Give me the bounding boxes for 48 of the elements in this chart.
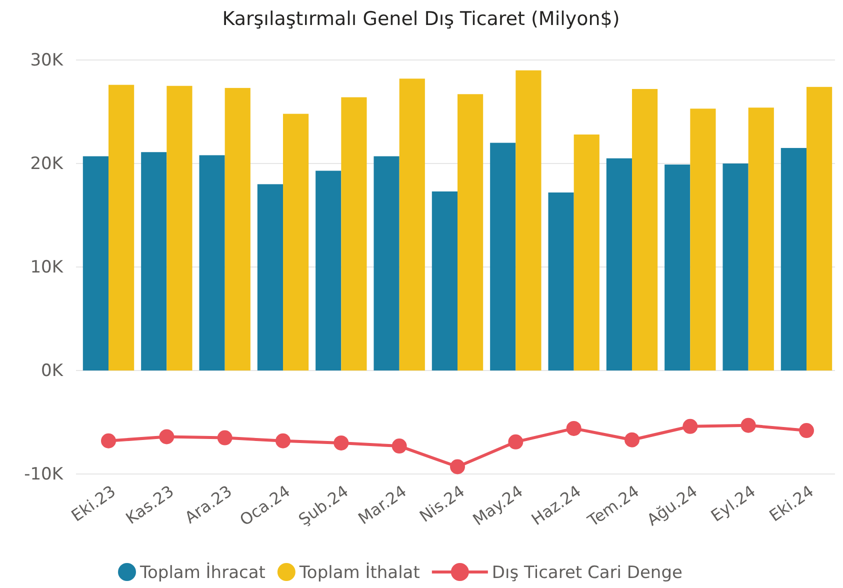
bar (399, 78, 425, 370)
bar (516, 70, 542, 370)
bar (548, 192, 574, 370)
y-tick-label: -10K (24, 464, 64, 484)
bar (224, 88, 250, 370)
point (740, 418, 756, 433)
point (799, 423, 814, 438)
point (392, 438, 407, 454)
point (450, 459, 465, 474)
bar (606, 158, 632, 370)
point (159, 429, 174, 444)
bar (574, 134, 600, 370)
bar (690, 108, 716, 370)
point (624, 432, 640, 448)
bar (141, 152, 167, 370)
point (334, 435, 349, 450)
bar (458, 94, 484, 370)
point (217, 430, 232, 446)
bar (257, 184, 283, 370)
bar (432, 191, 458, 370)
bar (664, 164, 690, 370)
legend-label: Toplam İthalat (298, 562, 420, 583)
y-tick-label: 10K (30, 257, 64, 278)
bar (806, 86, 832, 370)
bar (199, 155, 225, 370)
y-tick-label: 0K (41, 360, 64, 381)
legend-label: Dış Ticaret Cari Denge (492, 563, 682, 583)
point (101, 433, 116, 448)
point (682, 418, 698, 434)
point (566, 420, 582, 436)
bar (780, 148, 806, 370)
point (276, 433, 290, 448)
point (508, 434, 524, 450)
bar (374, 156, 400, 370)
bar (283, 114, 309, 370)
bar (490, 142, 516, 370)
bar (316, 170, 342, 370)
y-tick-label: 30K (30, 50, 64, 70)
bar (108, 84, 134, 370)
legend-label: Toplam İhracat (139, 562, 266, 583)
bar (632, 88, 658, 370)
bar (82, 156, 108, 370)
bar (748, 108, 774, 370)
bar (166, 86, 192, 370)
bar (722, 164, 748, 370)
bar (341, 97, 367, 370)
chart-title: Karşılaştırmalı Genel Dış Ticaret (Milyon$) (222, 8, 620, 30)
y-tick-label: 20K (30, 154, 64, 174)
